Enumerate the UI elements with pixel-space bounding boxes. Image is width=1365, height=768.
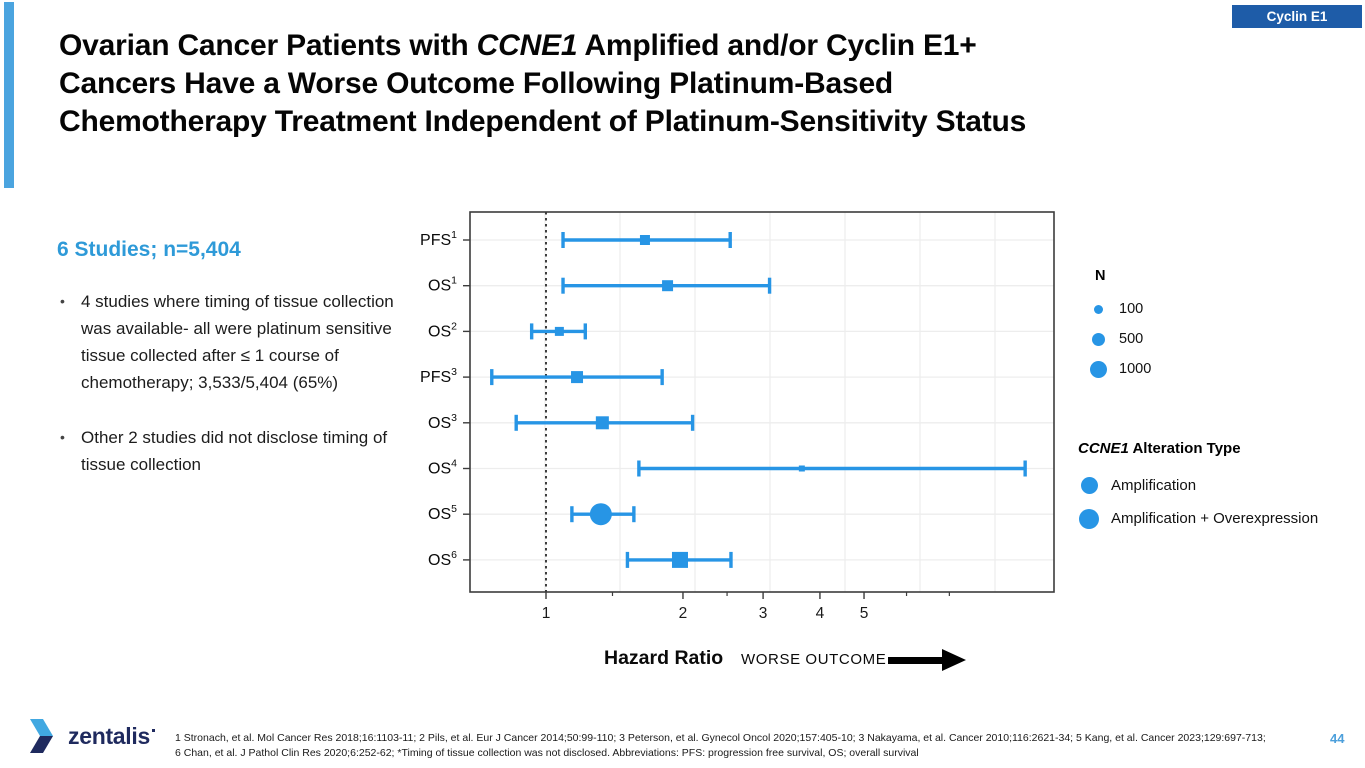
x-tick-label: 4 [816, 605, 825, 622]
zentalis-logo-text: zentalis [68, 722, 150, 749]
bullet-item: Other 2 studies did not disclose timing … [57, 424, 402, 478]
size-legend-circle-icon [1088, 332, 1108, 346]
type-legend-item: Amplification [1078, 469, 1318, 502]
size-legend-circle-icon [1088, 304, 1108, 314]
logo-trademark-dot [151, 728, 155, 732]
row-label: OS1 [428, 275, 457, 295]
hr-marker-square [639, 235, 650, 245]
row-label: OS6 [428, 549, 457, 569]
row-label: OS4 [428, 458, 457, 478]
size-legend-title: N [1095, 268, 1106, 284]
bullet-list: 4 studies where timing of tissue collect… [57, 288, 402, 478]
hr-marker-square [662, 280, 674, 292]
page-number: 44 [1330, 731, 1345, 746]
row-label: OS5 [428, 503, 457, 523]
footer-references: 1 Stronach, et al. Mol Cancer Res 2018;1… [175, 731, 1305, 760]
x-axis-title: Hazard Ratio [604, 647, 724, 669]
x-tick-label: 1 [542, 605, 551, 622]
row-label: OS3 [428, 412, 457, 432]
worse-outcome-arrowhead-icon [942, 649, 966, 671]
type-legend-item: Amplification + Overexpression [1078, 502, 1318, 535]
slide-title: Ovarian Cancer Patients with CCNE1 Ampli… [59, 29, 1027, 138]
type-legend-label: Amplification [1111, 477, 1197, 494]
type-legend-square-icon [1078, 477, 1100, 494]
left-panel: 6 Studies; n=5,404 4 studies where timin… [57, 238, 402, 506]
zentalis-logo-icon [30, 719, 53, 753]
footer-reference-line-2: 6 Chan, et al. J Pathol Clin Res 2020;6:… [175, 746, 919, 759]
zentalis-logo: zentalis [26, 716, 155, 756]
hr-marker-square [671, 551, 688, 568]
type-legend-circle-icon [1078, 508, 1100, 529]
accent-bar [4, 2, 14, 188]
worse-outcome-label: WORSE OUTCOME [741, 651, 887, 668]
size-legend-label: 1000 [1119, 361, 1152, 377]
hr-marker-square [798, 465, 805, 472]
forest-plot: 1 2 3 4 5 PFS1 OS1 OS2 PFS3 OS3 OS4 OS5 OS6 [420, 211, 1055, 622]
worse-outcome-arrow [888, 657, 944, 664]
size-legend-circle-icon [1088, 360, 1108, 378]
type-legend-title-gene: CCNE1 [1078, 440, 1129, 457]
section-badge: Cyclin E1 [1232, 5, 1362, 28]
row-label: OS2 [428, 320, 457, 340]
hr-marker-circle [589, 503, 612, 526]
x-tick-label: 5 [860, 605, 869, 622]
size-legend-item: 500 [1088, 324, 1151, 354]
size-legend-label: 500 [1119, 331, 1144, 347]
bullet-item: 4 studies where timing of tissue collect… [57, 288, 402, 396]
type-legend-title: CCNE1 Alteration Type [1078, 440, 1318, 457]
plot-frame [469, 211, 1055, 593]
hr-marker-square [554, 326, 564, 336]
sample-size-legend: N 100 500 1000 [1088, 268, 1151, 384]
type-legend-title-rest: Alteration Type [1128, 440, 1241, 457]
row-label: PFS1 [420, 229, 457, 249]
size-legend-label: 100 [1119, 301, 1144, 317]
footer-reference-line-1: 1 Stronach, et al. Mol Cancer Res 2018;1… [175, 732, 1266, 744]
type-legend-label: Amplification + Overexpression [1111, 510, 1319, 527]
alteration-type-legend: CCNE1 Alteration Type Amplification Ampli… [1078, 440, 1318, 535]
row-label: PFS3 [420, 366, 457, 386]
hr-marker-square [595, 416, 609, 430]
studies-count-heading: 6 Studies; n=5,404 [57, 238, 241, 261]
size-legend-item: 100 [1088, 294, 1151, 324]
x-tick-label: 3 [759, 605, 768, 622]
size-legend-item: 1000 [1088, 354, 1151, 384]
hr-marker-square [571, 371, 584, 384]
x-tick-label: 2 [679, 605, 688, 622]
